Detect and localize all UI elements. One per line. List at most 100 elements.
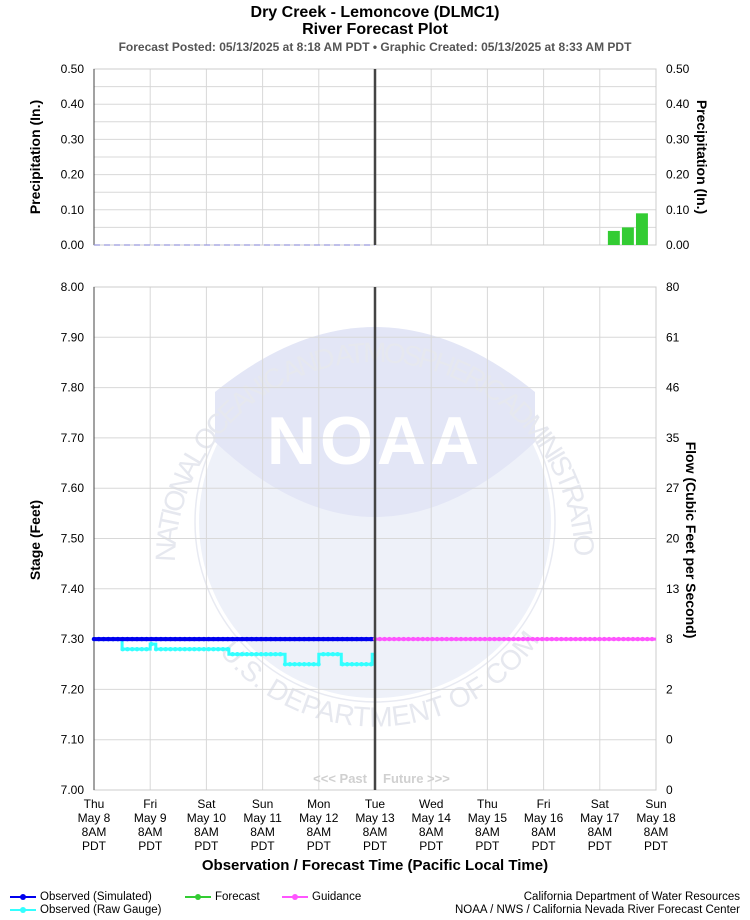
series-point bbox=[549, 636, 554, 642]
series-point bbox=[149, 641, 154, 647]
legend-swatch-forecast bbox=[185, 893, 211, 901]
series-point bbox=[602, 636, 607, 642]
series-point bbox=[444, 636, 449, 642]
series-point bbox=[630, 636, 636, 642]
stage-tick-label: 7.40 bbox=[61, 582, 85, 596]
x-tick-time: 8AM bbox=[531, 825, 556, 839]
series-point bbox=[415, 636, 421, 642]
x-axis-label: Observation / Forecast Time (Pacific Loc… bbox=[202, 857, 548, 874]
series-point bbox=[292, 662, 297, 667]
series-point bbox=[425, 636, 430, 642]
series-point bbox=[263, 636, 269, 642]
series-point bbox=[177, 636, 183, 642]
legend-label: Observed (Simulated) bbox=[40, 891, 152, 903]
series-point bbox=[544, 636, 550, 642]
x-tick-tz: PDT bbox=[138, 839, 163, 853]
series-point bbox=[91, 636, 97, 642]
forecast-precip-bar bbox=[635, 213, 648, 245]
series-point bbox=[420, 636, 425, 642]
series-point bbox=[220, 636, 226, 642]
series-point bbox=[578, 636, 583, 642]
series-point bbox=[554, 636, 559, 642]
series-point bbox=[211, 636, 216, 642]
series-point bbox=[249, 651, 254, 657]
series-point bbox=[201, 636, 207, 642]
series-point bbox=[187, 646, 192, 652]
series-point bbox=[340, 636, 345, 642]
stage-axis-label: Stage (Feet) bbox=[27, 500, 43, 580]
watermark-noaa-logo-text: NOAA bbox=[267, 403, 483, 479]
past-label: <<< Past bbox=[313, 771, 368, 786]
series-point bbox=[173, 636, 178, 642]
precip-right-tick-label: 0.30 bbox=[666, 132, 690, 146]
series-point bbox=[625, 636, 631, 642]
series-point bbox=[249, 636, 254, 642]
series-point bbox=[506, 636, 511, 642]
series-point bbox=[278, 651, 283, 657]
x-tick-time: 8AM bbox=[306, 825, 331, 839]
series-point bbox=[368, 662, 374, 667]
series-point bbox=[278, 636, 283, 642]
series-point bbox=[563, 636, 569, 642]
flow-tick-label: 20 bbox=[666, 532, 680, 546]
forecast-precip-bar bbox=[621, 227, 634, 245]
x-tick-day: Fri bbox=[143, 797, 157, 811]
series-point bbox=[520, 636, 526, 642]
series-point bbox=[216, 636, 221, 642]
series-point bbox=[287, 636, 293, 642]
precip-left-tick-label: 0.30 bbox=[61, 132, 85, 146]
series-point bbox=[606, 636, 612, 642]
x-tick-tz: PDT bbox=[363, 839, 388, 853]
series-point bbox=[454, 636, 459, 642]
series-point bbox=[573, 636, 578, 642]
series-point bbox=[196, 646, 202, 652]
x-tick-day: Wed bbox=[419, 797, 443, 811]
series-point bbox=[258, 651, 264, 657]
series-point bbox=[187, 636, 192, 642]
series-point bbox=[306, 662, 312, 667]
x-tick-day: Tue bbox=[365, 797, 386, 811]
flow-tick-label: 27 bbox=[666, 481, 680, 495]
precip-right-axis-label: Precipitation (In.) bbox=[694, 100, 710, 214]
series-point bbox=[273, 651, 278, 657]
series-point bbox=[144, 646, 149, 652]
x-tick-date: May 18 bbox=[636, 811, 676, 825]
stage-tick-label: 7.10 bbox=[61, 733, 85, 747]
series-point bbox=[96, 636, 101, 642]
series-point bbox=[297, 662, 302, 667]
series-point bbox=[434, 636, 440, 642]
chart-subtitle-title: River Forecast Plot bbox=[302, 21, 448, 38]
series-point bbox=[525, 636, 531, 642]
series-point bbox=[306, 636, 312, 642]
series-point bbox=[473, 636, 478, 642]
series-point bbox=[364, 636, 369, 642]
series-point bbox=[368, 636, 374, 642]
series-point bbox=[311, 662, 316, 667]
stage-tick-label: 7.50 bbox=[61, 532, 85, 546]
series-point bbox=[344, 636, 350, 642]
series-point bbox=[268, 636, 273, 642]
series-point bbox=[497, 636, 502, 642]
series-point bbox=[492, 636, 497, 642]
x-tick-date: May 11 bbox=[243, 811, 282, 825]
series-point bbox=[130, 636, 135, 642]
series-point bbox=[321, 651, 326, 657]
chart-title: Dry Creek - Lemoncove (DLMC1) bbox=[250, 4, 500, 21]
series-point bbox=[258, 636, 264, 642]
x-tick-time: 8AM bbox=[644, 825, 669, 839]
credit-noaa-cnrfc: NOAA / NWS / California Nevada River For… bbox=[454, 904, 740, 916]
legend-swatch-observed-raw bbox=[10, 906, 36, 914]
posted-created-info: Forecast Posted: 05/13/2025 at 8:18 AM P… bbox=[118, 40, 632, 54]
series-point bbox=[401, 636, 406, 642]
series-point bbox=[201, 646, 207, 652]
x-tick-date: May 9 bbox=[134, 811, 167, 825]
series-point bbox=[244, 636, 250, 642]
forecast-precip-bar bbox=[607, 230, 620, 245]
series-point bbox=[168, 636, 173, 642]
x-tick-time: 8AM bbox=[363, 825, 388, 839]
x-tick-time: 8AM bbox=[475, 825, 500, 839]
series-point bbox=[101, 636, 106, 642]
series-point bbox=[535, 636, 540, 642]
series-point bbox=[239, 636, 245, 642]
